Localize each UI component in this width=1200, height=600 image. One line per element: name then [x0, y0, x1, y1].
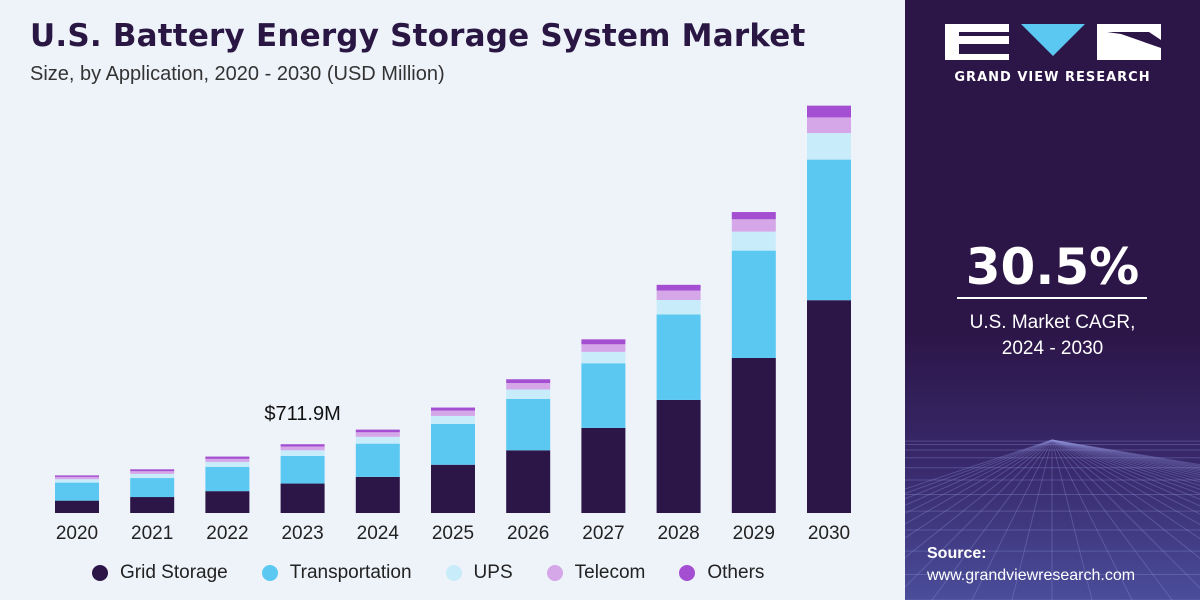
bar-segment-telecom-2026: [506, 383, 551, 390]
legend-swatch-others: [679, 565, 696, 581]
bar-segment-telecom-2024: [355, 432, 400, 437]
bar-segment-telecom-2030: [807, 117, 851, 133]
legend-item-telecom: Telecom: [546, 562, 646, 584]
legend-item-ups: UPS: [445, 562, 513, 584]
bar-segment-ups-2024: [355, 436, 400, 444]
bar-segment-ups-2028: [656, 300, 701, 315]
bar-segment-grid-storage-2020: [55, 500, 99, 513]
bar-segment-transportation-2030: [807, 159, 851, 301]
legend-label-telecom: Telecom: [574, 562, 646, 583]
bar-segment-telecom-2029: [731, 219, 776, 232]
legend-label-ups: UPS: [473, 562, 513, 583]
legend-swatch-transportation: [261, 565, 278, 581]
bar-segment-ups-2020: [55, 479, 99, 483]
bar-segment-transportation-2020: [55, 482, 99, 501]
bar-segment-others-2024: [355, 429, 400, 433]
perspective-grid-decoration: [905, 439, 1200, 600]
stacked-bar-chart: 2020 2021 2022 2023 2024 2025 2026 2027 2028 2029…: [55, 105, 851, 544]
bar-segment-others-2025: [431, 407, 475, 411]
legend-label-grid-storage: Grid Storage: [120, 562, 228, 583]
legend-swatch-grid-storage: [92, 565, 108, 581]
bar-segment-others-2030: [807, 105, 851, 118]
legend-swatch-ups: [445, 565, 462, 581]
bar-segment-grid-storage-2024: [355, 476, 400, 513]
x-tick-label-2027: 2027: [582, 523, 624, 544]
bar-segment-others-2026: [506, 379, 551, 384]
chart-title: U.S. Battery Energy Storage System Marke…: [30, 18, 806, 54]
bar-segment-transportation-2026: [506, 399, 551, 451]
x-tick-label-2025: 2025: [432, 523, 474, 544]
bar-segment-others-2027: [581, 339, 626, 345]
bar-segment-others-2023: [280, 444, 325, 447]
x-tick-label-2022: 2022: [206, 523, 248, 544]
x-tick-label-2029: 2029: [733, 523, 775, 544]
bar-segment-telecom-2020: [55, 476, 99, 480]
cagr-label-line2: 2024 - 2030: [1001, 338, 1104, 359]
cagr-label-line1: U.S. Market CAGR,: [969, 312, 1136, 333]
legend-label-others: Others: [707, 562, 765, 583]
bar-segment-ups-2023: [280, 450, 325, 456]
bar-segment-others-2029: [731, 212, 776, 220]
bar-segment-grid-storage-2026: [506, 450, 551, 513]
x-tick-label-2023: 2023: [281, 523, 323, 544]
bar-segment-grid-storage-2021: [130, 497, 175, 513]
bar-segment-telecom-2022: [205, 458, 250, 462]
bar-segment-others-2020: [55, 475, 99, 477]
bar-segment-transportation-2022: [205, 466, 250, 492]
bar-segment-telecom-2023: [280, 446, 325, 451]
bar-segment-grid-storage-2027: [581, 427, 626, 513]
bar-segment-grid-storage-2025: [431, 464, 475, 513]
bar-segment-ups-2030: [807, 133, 851, 160]
bar-segment-grid-storage-2023: [280, 483, 325, 513]
x-tick-label-2030: 2030: [808, 523, 850, 544]
bar-segment-transportation-2029: [731, 250, 776, 358]
bar-segment-grid-storage-2029: [731, 357, 776, 513]
legend-item-grid-storage: Grid Storage: [92, 562, 228, 584]
chart-panel: U.S. Battery Energy Storage System Marke…: [30, 18, 851, 584]
bar-segment-ups-2025: [431, 415, 475, 424]
legend-label-transportation: Transportation: [289, 562, 412, 583]
x-tick-label-2024: 2024: [357, 523, 400, 544]
bar-segment-ups-2027: [581, 351, 626, 364]
bar-segment-telecom-2025: [431, 410, 475, 416]
x-tick-label-2020: 2020: [56, 523, 98, 544]
grand-view-research-logo: [945, 24, 1161, 60]
bar-segment-transportation-2027: [581, 363, 626, 428]
bar-segment-transportation-2028: [656, 314, 701, 400]
chart-subtitle: Size, by Application, 2020 - 2030 (USD M…: [30, 63, 445, 85]
cagr-value: 30.5%: [965, 238, 1140, 296]
bar-segment-telecom-2028: [656, 290, 701, 301]
bar-segment-telecom-2027: [581, 344, 626, 352]
bar-segment-grid-storage-2030: [807, 300, 851, 513]
bar-segment-ups-2022: [205, 461, 250, 467]
legend-item-others: Others: [679, 562, 764, 584]
bar-segment-grid-storage-2022: [205, 491, 250, 513]
x-tick-label-2026: 2026: [507, 523, 549, 544]
x-tick-label-2021: 2021: [131, 523, 173, 544]
bar-segment-ups-2026: [506, 389, 551, 399]
bar-segment-others-2028: [656, 284, 701, 291]
bar-segment-transportation-2023: [280, 456, 325, 484]
bar-segment-ups-2021: [130, 473, 175, 479]
bar-segment-transportation-2024: [355, 443, 400, 477]
legend-swatch-telecom: [546, 565, 563, 581]
bar-segment-others-2021: [130, 469, 175, 472]
bar-segment-grid-storage-2028: [656, 399, 701, 513]
data-label-2023: $711.9M: [264, 403, 340, 425]
source-link[interactable]: www.grandviewresearch.com: [927, 567, 1136, 584]
source-label: Source:: [927, 545, 987, 562]
cagr-divider: [957, 297, 1147, 299]
legend-item-transportation: Transportation: [261, 562, 412, 584]
bar-segment-telecom-2021: [130, 471, 175, 474]
bar-segment-transportation-2025: [431, 423, 475, 465]
brand-name: GRAND VIEW RESEARCH: [954, 70, 1151, 85]
sidebar-panel: GRAND VIEW RESEARCH 30.5% U.S. Market CA…: [905, 0, 1200, 600]
chart-legend: Grid Storage Transportation UPS Telecom Othe…: [92, 562, 798, 584]
bar-segment-ups-2029: [731, 231, 776, 251]
x-tick-label-2028: 2028: [657, 523, 699, 544]
bar-segment-transportation-2021: [130, 478, 175, 498]
cagr-label: U.S. Market CAGR, 2024 - 2030: [905, 310, 1200, 362]
bar-segment-others-2022: [205, 456, 250, 459]
